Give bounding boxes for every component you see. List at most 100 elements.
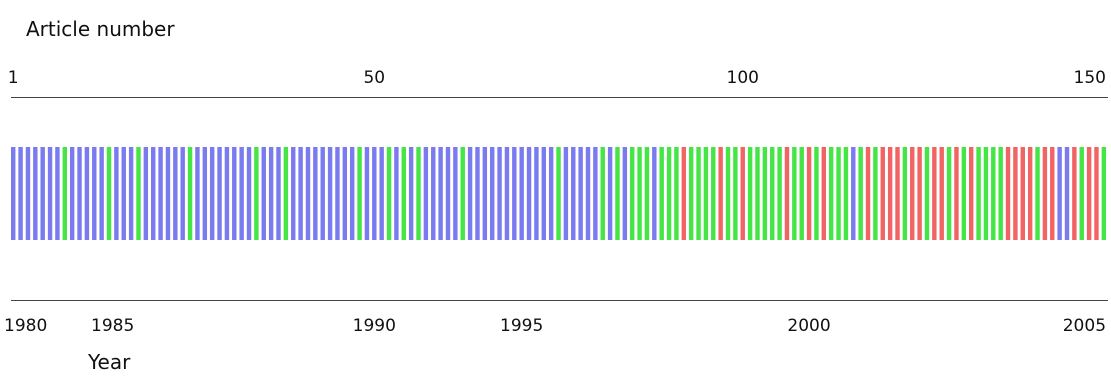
article-bar-51 — [379, 147, 384, 240]
article-bar-86 — [637, 147, 642, 240]
article-bar-100 — [740, 147, 745, 240]
article-bar-57 — [423, 147, 429, 240]
article-bar-68 — [504, 147, 510, 240]
article-bar-71 — [526, 147, 532, 240]
article-bar-131 — [968, 147, 974, 240]
article-bar-25 — [187, 147, 193, 240]
top-tick-150: 150 — [1073, 68, 1106, 88]
article-bar-29 — [217, 147, 222, 240]
article-bar-141 — [1042, 147, 1048, 240]
article-bar-85 — [630, 147, 635, 240]
top-tick-1: 1 — [7, 68, 19, 88]
article-bar-142 — [1050, 147, 1055, 240]
article-bar-31 — [232, 147, 237, 240]
article-bar-99 — [733, 147, 738, 240]
article-bar-126 — [932, 147, 937, 240]
article-bar-18 — [136, 147, 141, 240]
top-axis-label: Article number — [26, 17, 175, 41]
article-bar-109 — [806, 147, 812, 240]
article-bar-139 — [1027, 147, 1033, 240]
article-bar-17 — [128, 147, 134, 240]
article-bar-53 — [394, 147, 399, 240]
article-bar-97 — [718, 147, 723, 240]
article-bar-37 — [276, 147, 281, 240]
article-bar-36 — [268, 147, 274, 240]
article-bar-137 — [1013, 147, 1018, 240]
article-bar-1 — [11, 147, 16, 240]
article-bar-62 — [460, 147, 465, 240]
article-bar-48 — [357, 147, 362, 240]
article-bar-87 — [644, 147, 650, 240]
article-bar-43 — [320, 147, 325, 240]
top-tick-50: 50 — [363, 68, 386, 88]
bottom-tick-1980: 1980 — [4, 316, 48, 336]
bottom-tick-2000: 2000 — [787, 316, 831, 336]
article-bar-121 — [895, 147, 900, 240]
bottom-tick-1985: 1985 — [91, 316, 135, 336]
article-bar-10 — [77, 147, 82, 240]
article-bar-102 — [755, 147, 760, 240]
article-bar-32 — [239, 147, 244, 240]
article-bar-8 — [62, 147, 67, 240]
article-bar-39 — [291, 147, 296, 240]
article-bar-73 — [541, 147, 546, 240]
article-bar-77 — [571, 147, 576, 240]
article-bar-74 — [548, 147, 554, 240]
article-bar-19 — [143, 147, 149, 240]
bottom-tick-1990: 1990 — [352, 316, 396, 336]
article-bar-30 — [224, 147, 230, 240]
article-bar-81 — [600, 147, 605, 240]
article-bar-78 — [578, 147, 583, 240]
article-bar-22 — [165, 147, 171, 240]
article-bar-11 — [84, 147, 90, 240]
article-bar-41 — [305, 147, 311, 240]
article-bar-130 — [961, 147, 967, 240]
bottom-tick-2005: 2005 — [1062, 316, 1107, 336]
article-bar-72 — [534, 147, 539, 240]
article-bar-138 — [1020, 147, 1025, 240]
article-bar-89 — [659, 147, 664, 240]
article-bar-66 — [489, 147, 495, 240]
article-bar-80 — [593, 147, 598, 240]
article-bar-69 — [512, 147, 517, 240]
article-bar-6 — [47, 147, 53, 240]
article-bar-20 — [151, 147, 156, 240]
top-axis-rule — [11, 97, 1108, 98]
article-bar-5 — [40, 147, 45, 240]
article-bar-147 — [1086, 147, 1092, 240]
article-bar-128 — [946, 147, 952, 240]
article-bar-146 — [1079, 147, 1084, 240]
article-bar-60 — [445, 147, 451, 240]
article-bar-127 — [939, 147, 944, 240]
article-bar-27 — [202, 147, 208, 240]
article-bar-26 — [195, 147, 200, 240]
article-bar-144 — [1064, 147, 1070, 240]
article-bar-7 — [55, 147, 60, 240]
article-bar-98 — [725, 147, 731, 240]
article-bar-23 — [173, 147, 178, 240]
article-bar-82 — [607, 147, 613, 240]
article-bar-135 — [998, 147, 1003, 240]
article-bar-133 — [983, 147, 989, 240]
article-bar-67 — [497, 147, 502, 240]
article-bar-40 — [298, 147, 303, 240]
article-bar-136 — [1005, 147, 1011, 240]
article-bar-129 — [954, 147, 959, 240]
article-bar-120 — [887, 147, 893, 240]
top-tick-100: 100 — [726, 68, 759, 88]
article-bar-124 — [917, 147, 922, 240]
article-bar-122 — [902, 147, 908, 240]
article-bar-112 — [828, 147, 834, 240]
article-bar-21 — [158, 147, 163, 240]
article-bar-95 — [703, 147, 709, 240]
article-bar-148 — [1094, 147, 1099, 240]
article-bar-111 — [821, 147, 827, 240]
article-bar-63 — [467, 147, 473, 240]
article-bar-145 — [1072, 147, 1077, 240]
article-bar-123 — [910, 147, 915, 240]
article-bar-134 — [991, 147, 996, 240]
article-bar-14 — [106, 147, 112, 240]
article-bar-108 — [799, 147, 804, 240]
article-bar-79 — [585, 147, 591, 240]
